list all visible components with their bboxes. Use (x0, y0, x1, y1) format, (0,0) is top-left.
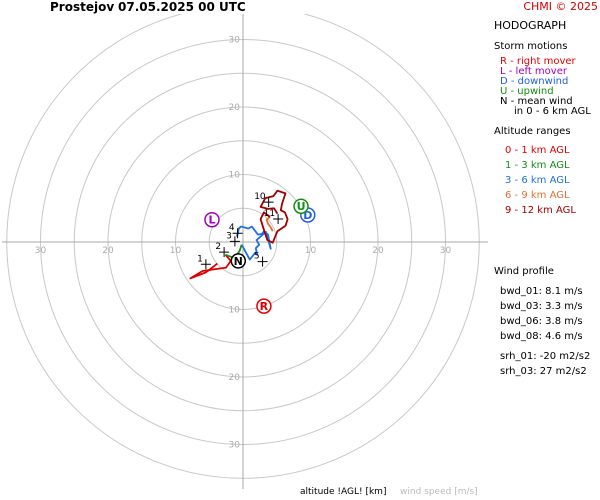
altitude-range-legend-item: 0 - 1 km AGL (505, 145, 570, 156)
axis-tick-labels: 30 20 10 10 20 30 30 20 10 10 20 30 (35, 36, 452, 451)
y-tick-label: 30 (229, 441, 241, 451)
altitude-labels: 1 234 5 10 11 (197, 192, 284, 270)
altitude-label-1: 1 (197, 254, 203, 264)
datetime-title: 07.05.2025 00 UTC (118, 0, 246, 14)
y-tick-label: 10 (229, 171, 241, 181)
wind-profile-item: srh_01: -20 m2/s2 (500, 351, 591, 362)
hodograph-segment-5 (259, 189, 289, 244)
storm-marker-n: N (234, 255, 243, 268)
altitude-ranges-title: Altitude ranges (494, 126, 571, 137)
storm-motion-legend-item: N - mean wind (500, 96, 573, 107)
credit-label: CHMI © 2025 (523, 0, 598, 13)
wind-profile-title: Wind profile (494, 266, 554, 277)
wind-profile-item: bwd_01: 8.1 m/s (500, 286, 583, 297)
altitude-range-legend-item: 1 - 3 km AGL (505, 160, 570, 171)
storm-marker-r: R (260, 300, 269, 313)
axes (2, 14, 488, 489)
wind-profile-item: bwd_03: 3.3 m/s (500, 301, 583, 312)
storm-marker-l: L (208, 214, 215, 227)
storm-marker-r-circle (256, 298, 272, 314)
storm-motion-legend-item: L - left mover (500, 66, 567, 77)
altitude-range-legend-item: 6 - 9 km AGL (505, 190, 570, 201)
altitude-crosshair (257, 256, 268, 267)
altitude-label-3: 3 (226, 231, 232, 241)
storm-motion-legend-item: U - upwind (500, 86, 554, 97)
storm-marker-l-circle (204, 211, 220, 228)
altitude-label-4: 4 (229, 223, 235, 233)
storm-motion-legend-item: R - right mover (500, 56, 576, 67)
storm-motion-legend-item: in 0 - 6 km AGL (514, 106, 591, 117)
y-tick-label: 20 (229, 103, 241, 113)
altitude-crosshair (219, 247, 230, 258)
x-tick-label: 30 (35, 246, 47, 256)
storm-marker-u: U (297, 200, 306, 213)
altitude-crosshair (232, 228, 243, 239)
wind-profile-item: bwd_08: 4.6 m/s (500, 331, 583, 342)
hodograph-segment-4 (265, 216, 274, 232)
x-tick-label: 10 (170, 246, 182, 256)
altitude-range-legend-item: 3 - 6 km AGL (505, 175, 570, 186)
hodograph-title: HODOGRAPH (494, 19, 567, 32)
wind-profile-item: srh_03: 27 m2/s2 (500, 366, 587, 377)
location-title: Prostejov (50, 0, 115, 14)
x-tick-label: 10 (305, 246, 317, 256)
storm-marker-u-circle (293, 198, 309, 214)
storm-motion-markers: R L DU N (204, 198, 316, 314)
y-tick-label: 30 (229, 36, 241, 46)
altitude-crosshair (229, 236, 240, 247)
altitude-crosshair (273, 214, 284, 225)
altitude-axis-note: altitude !AGL! [km] (300, 487, 387, 497)
altitude-label-11: 11 (264, 209, 275, 219)
altitude-range-legend-item: 9 - 12 km AGL (505, 205, 576, 216)
storm-motion-legend-item: D - downwind (500, 76, 569, 87)
storm-marker-n-circle (230, 253, 247, 269)
altitude-crosshair (263, 197, 274, 208)
altitude-label-10: 10 (254, 192, 266, 202)
y-tick-label: 20 (229, 373, 241, 383)
x-tick-label: 20 (372, 246, 384, 256)
x-tick-label: 20 (102, 246, 114, 256)
storm-motions-title: Storm motions (494, 41, 568, 52)
wind-profile-item: bwd_06: 3.8 m/s (500, 316, 583, 327)
y-tick-label: 10 (229, 306, 241, 316)
altitude-crosshair (200, 259, 211, 270)
altitude-label-2: 2 (215, 242, 221, 252)
altitude-label-5: 5 (254, 252, 260, 262)
x-tick-label: 30 (440, 246, 452, 256)
storm-marker-d: D (303, 209, 312, 222)
wind-speed-axis-note: wind speed [m/s] (400, 487, 478, 497)
